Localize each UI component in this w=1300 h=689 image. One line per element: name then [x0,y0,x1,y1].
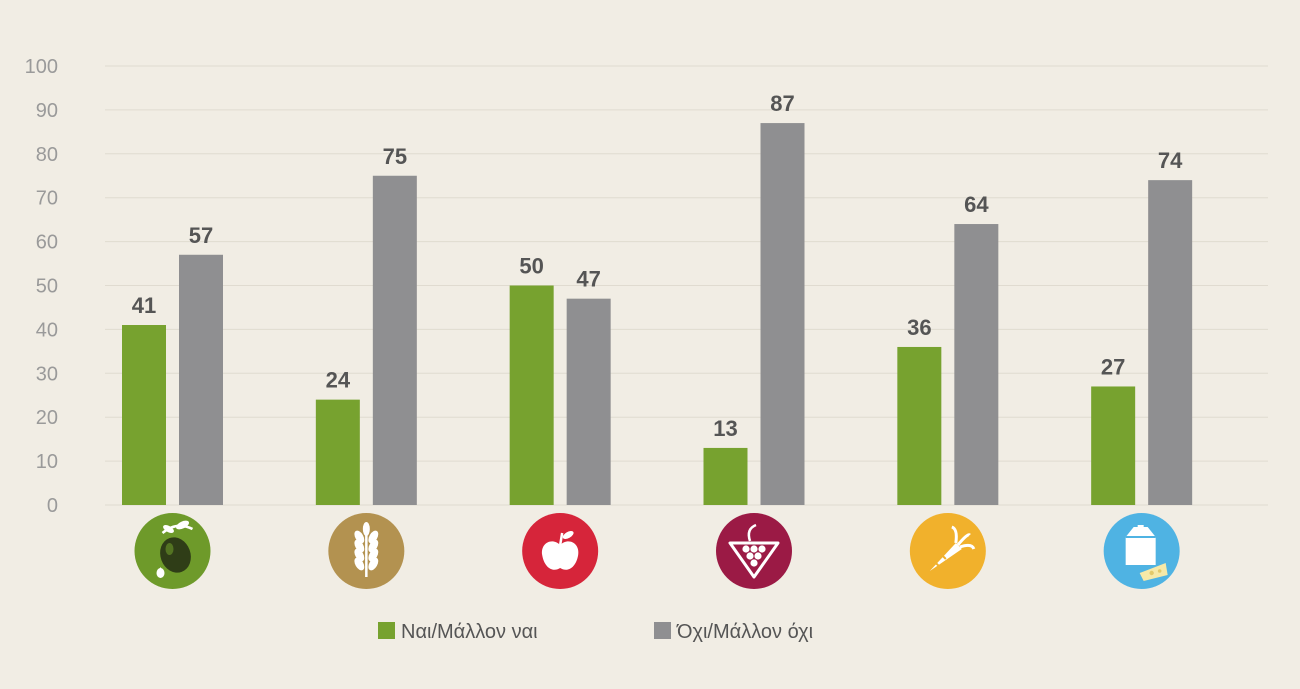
carrot-icon [909,513,986,589]
bar-no-milk-cheese [1148,180,1193,505]
data-label: 13 [713,416,737,441]
data-label: 75 [383,144,407,169]
bars [122,123,1193,506]
y-tick-label: 90 [36,100,58,122]
bar-yes-grapes [703,447,748,505]
data-label: 41 [132,293,156,318]
y-axis: 0 10 20 30 40 50 60 70 80 90 100 [25,56,58,517]
bar-yes-apple [509,285,554,505]
data-label: 74 [1158,148,1183,173]
data-label: 47 [576,267,600,292]
category-icons [134,513,1180,589]
data-label: 64 [964,192,989,217]
y-tick-label: 70 [36,188,58,210]
apple-icon [522,513,599,589]
bar-no-apple [566,298,611,505]
y-tick-label: 50 [36,276,58,298]
wheat-icon [328,513,405,589]
bar-yes-carrot [897,346,942,505]
legend-swatch [654,622,671,639]
data-labels: 41 57 24 75 50 47 13 87 36 64 27 74 [132,91,1183,441]
y-tick-label: 10 [36,451,58,473]
legend-swatch [378,622,395,639]
data-label: 27 [1101,354,1125,379]
data-label: 87 [770,91,794,116]
grapes-icon [716,513,792,589]
y-tick-label: 80 [36,144,58,166]
milk-cheese-icon [1103,513,1180,589]
legend-label: Ναι/Μάλλον ναι [401,621,538,643]
y-tick-label: 30 [36,363,58,385]
data-label: 36 [907,315,931,340]
legend: Ναι/Μάλλον ναι Όχι/Μάλλον όχι [378,621,813,643]
data-label: 57 [189,223,213,248]
bar-yes-olive [122,325,166,505]
legend-item-no: Όχι/Μάλλον όχι [654,621,813,643]
bar-no-wheat [372,175,417,505]
bar-yes-wheat [315,399,360,505]
y-tick-label: 40 [36,319,58,341]
bar-yes-milk-cheese [1091,386,1136,505]
y-tick-label: 0 [47,495,58,517]
bar-no-grapes [760,123,805,505]
gridlines [105,65,1268,506]
data-label: 50 [519,254,543,279]
data-label: 24 [326,368,351,393]
legend-item-yes: Ναι/Μάλλον ναι [378,621,538,643]
y-tick-label: 20 [36,407,58,429]
olive-icon [134,513,211,589]
bar-no-olive [179,254,223,505]
y-tick-label: 60 [36,232,58,254]
y-tick-label: 100 [25,56,58,78]
bar-no-carrot [954,224,999,506]
legend-label: Όχι/Μάλλον όχι [676,621,813,643]
